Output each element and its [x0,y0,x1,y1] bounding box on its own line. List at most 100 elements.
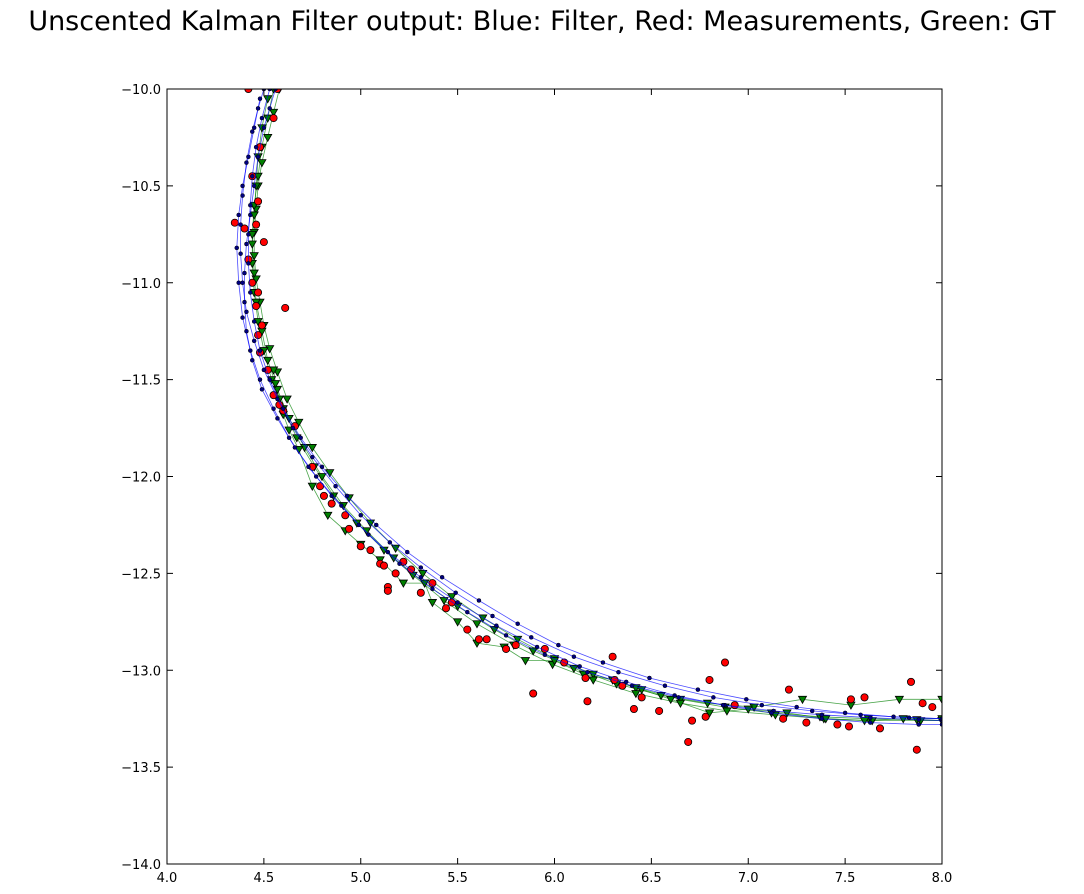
measurement-point [345,524,354,533]
filter-point [244,328,249,334]
filter-point [809,708,815,714]
measurement-point [618,681,627,690]
y-tick-label: −10.0 [121,83,161,98]
filter-point [819,716,825,721]
filter-point [556,642,561,648]
filter-point [250,129,255,134]
filter-line [244,89,942,721]
filter-point [577,664,582,669]
filter-point [248,212,253,218]
y-tick-label: −14.0 [121,858,161,873]
filter-point [794,704,799,710]
measurement-point [688,716,697,725]
filter-point [240,280,245,285]
filter-point [250,358,255,363]
measurement-point [259,238,268,247]
measurement-point [230,218,239,227]
filter-point [868,720,873,725]
measurement-point [341,511,350,520]
filter-point [759,702,765,708]
filter-point [842,710,848,716]
filter-point [585,669,590,675]
filter-point [248,203,253,208]
filter-line [240,89,942,720]
filter-point [339,503,344,508]
filter-point [298,435,303,440]
filter-point [234,245,239,251]
filter-point [439,575,445,580]
filter-point [430,586,435,592]
filter-point [374,522,379,528]
gt-point [666,695,676,705]
gt-point [365,519,376,528]
filter-point [623,679,629,685]
gt-point [452,618,463,627]
measurement-point [928,703,937,712]
filter-point [494,623,499,628]
filter-line [248,89,942,720]
filter-point [248,348,253,353]
gt-point [249,269,259,278]
measurement-point [366,546,375,555]
measurement-point [252,301,261,310]
filter-point [616,669,621,675]
filter-point [503,633,509,638]
filter-point [275,396,280,402]
filter-point [257,348,263,353]
gt-line [251,98,942,708]
y-tick-label: −10.5 [121,180,161,195]
filter-point [244,160,249,165]
measurement-point [684,737,693,746]
filter-point [695,687,701,692]
filter-point [600,660,606,665]
filter-point [476,598,482,603]
gt-point [307,482,318,491]
filter-point [571,654,577,659]
filter-point [534,644,540,650]
gt-point [249,252,259,261]
filter-point [329,493,334,499]
filter-point [629,683,635,688]
filter-point [286,435,292,440]
filter-point [251,183,257,189]
filter-point [259,115,265,121]
filter-point [255,106,261,111]
filter-point [319,464,325,470]
filter-point [490,613,495,619]
gt-point [361,527,372,536]
filter-point [240,193,245,198]
filter-point [387,540,393,545]
x-tick-label: 4.5 [254,871,275,886]
gt-point [797,695,808,705]
measurement-point [252,220,261,229]
gt-point [439,597,449,606]
gt-point [247,240,257,249]
filter-point [271,406,276,411]
filter-point [769,710,774,716]
measurement-point [608,652,617,661]
filter-point [250,173,255,179]
filter-point [251,338,257,344]
filter-point [891,714,896,719]
filter-point [261,367,267,373]
gt-point [937,695,942,705]
gt-line [251,89,942,721]
measurement-point [383,586,392,595]
gt-point [257,159,267,168]
gt-point [520,657,531,666]
gt-point [418,569,428,579]
measurement-point [482,635,491,644]
x-tick-label: 7.5 [835,871,856,886]
filter-point [244,241,249,247]
gt-point [263,134,273,143]
filter-point [251,125,257,130]
filter-point [418,565,424,570]
filter-point [259,387,265,392]
filter-point [418,575,424,580]
filter-point [292,445,298,450]
measurement-point [860,693,869,702]
gt-line [253,89,942,721]
filter-point [267,106,272,111]
filter-point [405,549,410,555]
